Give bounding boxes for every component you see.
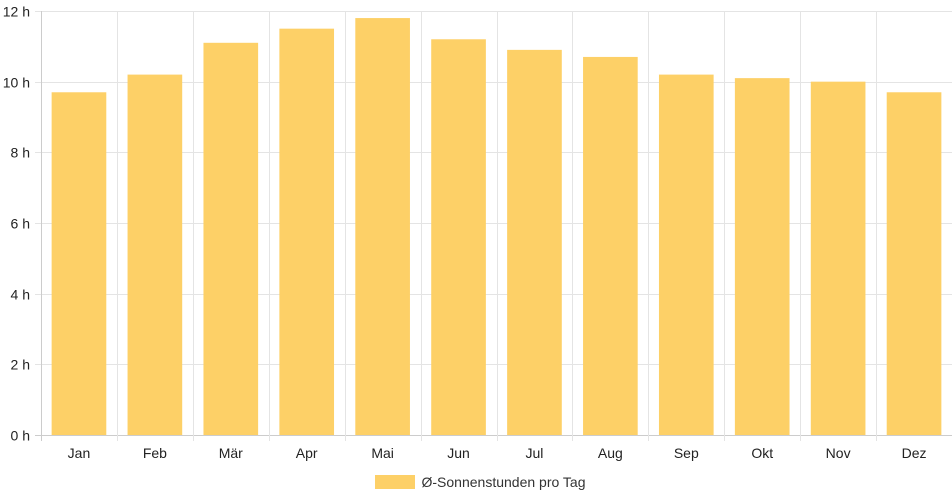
x-tick-label: Aug	[598, 445, 623, 461]
y-tick-label: 0 h	[11, 428, 30, 444]
x-tick-label: Mär	[219, 445, 243, 461]
bar	[127, 74, 183, 435]
y-tick-label: 12 h	[3, 4, 30, 20]
y-tick-label: 8 h	[11, 145, 30, 161]
x-tick-label: Apr	[296, 445, 318, 461]
y-tick-label: 6 h	[11, 216, 30, 232]
legend-item[interactable]: Ø-Sonnenstunden pro Tag	[367, 474, 586, 490]
legend: Ø-Sonnenstunden pro Tag	[0, 470, 952, 494]
x-tick-label: Dez	[902, 445, 927, 461]
x-tick-label: Jun	[447, 445, 470, 461]
legend-swatch	[374, 475, 415, 489]
bar	[658, 74, 714, 435]
x-tick-label: Nov	[826, 445, 851, 461]
x-tick-label: Jan	[68, 445, 91, 461]
x-tick-label: Sep	[674, 445, 699, 461]
y-tick-label: 2 h	[11, 357, 30, 373]
bar	[886, 92, 942, 436]
bar-chart: 0 h 2 h 4 h 6 h 8 h 10 h 12 h Jan Feb Mär Apr Mai Ju…	[3, 4, 952, 461]
legend-label: Ø-Sonnenstunden pro Tag	[421, 474, 586, 490]
bar	[583, 56, 638, 435]
bar	[431, 39, 486, 436]
x-tick-label: Feb	[143, 445, 167, 461]
x-tick-label: Jul	[526, 445, 544, 461]
bar	[734, 78, 790, 435]
y-tick-label: 4 h	[11, 287, 30, 303]
bar	[507, 49, 562, 435]
bar	[355, 18, 410, 436]
y-tick-label: 10 h	[3, 75, 30, 91]
bar	[203, 42, 259, 436]
x-tick-label: Okt	[751, 445, 773, 461]
bar	[51, 92, 107, 436]
bar	[279, 28, 335, 436]
bar	[810, 81, 866, 436]
x-tick-label: Mai	[371, 445, 394, 461]
